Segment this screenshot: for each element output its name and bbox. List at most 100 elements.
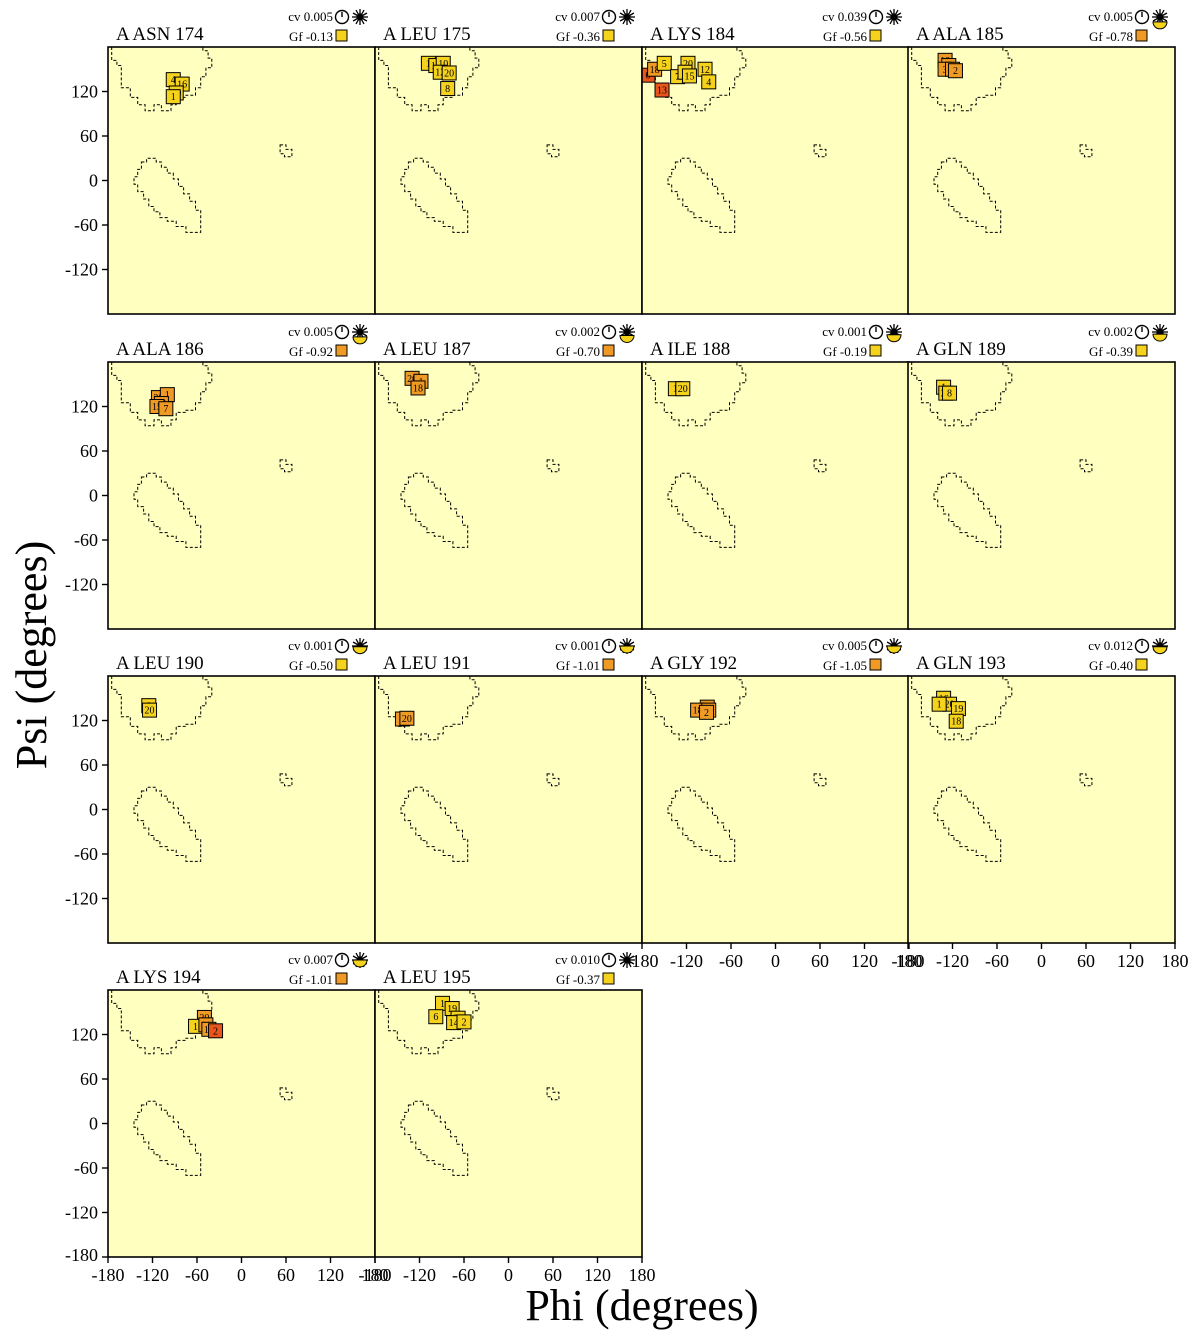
cv-value: cv 0.002 (555, 324, 600, 339)
sun-ray-icon (619, 327, 625, 332)
sun-ray-icon (1162, 17, 1168, 22)
sun-ray-icon (629, 327, 635, 332)
sun-ray-icon (894, 9, 899, 15)
gf-swatch (602, 972, 615, 985)
sun-ray-icon (352, 327, 358, 332)
data-point-label: 20 (402, 714, 412, 725)
sun-ray-icon (1162, 641, 1168, 646)
sun-ray-icon (1160, 638, 1165, 644)
data-point: 6 (428, 1009, 444, 1025)
data-point-marker (399, 710, 415, 726)
sun-ray-icon (355, 19, 360, 25)
panel-title: A LYS 194 (116, 967, 201, 988)
gf-swatch (335, 972, 348, 985)
panel-title: A GLY 192 (650, 653, 737, 674)
x-tick-label: -180 (892, 951, 925, 971)
sun-ray-icon (352, 12, 358, 17)
x-tick-label: 0 (504, 1265, 513, 1285)
gf-swatch (869, 658, 882, 671)
data-point-label: 1 (193, 1022, 198, 1033)
sun-core-icon (623, 956, 631, 964)
sun-core-icon (623, 328, 631, 336)
y-tick-label: -180 (65, 1245, 98, 1265)
gf-swatch (602, 344, 615, 357)
gf-value: Gf -1.05 (823, 658, 867, 673)
sun-core-icon (623, 13, 631, 21)
sun-fill-icon (886, 645, 902, 654)
sun-ray-icon (896, 327, 902, 332)
panel-background (908, 676, 1175, 943)
region-outline (279, 1087, 293, 1101)
sun-ray-icon (619, 12, 625, 17)
sun-ray-icon (1152, 641, 1158, 646)
gf-value: Gf -0.78 (1089, 29, 1133, 44)
data-point: 2 (208, 1023, 224, 1039)
panel-background (908, 47, 1175, 314)
sun-phase-icon (352, 324, 368, 345)
panel-background (642, 362, 909, 629)
sun-ray-icon (1155, 324, 1160, 330)
sun-fill-icon (352, 336, 368, 345)
data-point-label: 2 (213, 1026, 218, 1037)
region-outline (279, 144, 293, 158)
sun-ray-icon (896, 641, 902, 646)
sun-core-icon (890, 13, 898, 21)
region-outline (111, 47, 213, 112)
region-outline (813, 773, 827, 787)
sun-ray-icon (627, 9, 632, 15)
panel-background (642, 676, 909, 943)
panel-background (108, 47, 375, 314)
gf-value: Gf -1.01 (289, 972, 333, 987)
data-point: 20 (675, 381, 691, 397)
sun-ray-icon (1152, 12, 1158, 17)
gf-value: Gf -0.37 (556, 972, 601, 987)
data-point-label: 4 (171, 75, 176, 86)
data-point-label: 18 (693, 706, 703, 717)
allowed-regions (111, 47, 293, 233)
data-point-marker (656, 55, 672, 71)
data-point: 18 (410, 380, 426, 396)
panel-background (108, 676, 375, 943)
data-point: 18 (948, 713, 964, 729)
gf-swatch (1135, 344, 1148, 357)
allowed-regions (111, 676, 293, 862)
gf-swatch (335, 344, 348, 357)
gf-value: Gf -0.70 (556, 344, 600, 359)
sun-ray-icon (619, 17, 625, 22)
sun-ray-icon (889, 19, 894, 25)
sun-fill-icon (1152, 21, 1168, 30)
sun-ray-icon (360, 324, 365, 330)
x-tick-label: 0 (771, 951, 780, 971)
sun-ray-icon (629, 641, 635, 646)
cv-value: cv 0.039 (822, 9, 867, 24)
data-point-label: 13 (657, 86, 667, 97)
sun-ray-icon (1155, 9, 1160, 15)
sun-ray-icon (622, 9, 627, 15)
sun-core-icon (356, 328, 364, 336)
x-tick-label: -120 (136, 1265, 169, 1285)
sun-fill-icon (1152, 646, 1168, 655)
sun-ray-icon (894, 638, 899, 644)
sun-ray-icon (619, 955, 625, 960)
panel-background (375, 362, 642, 629)
data-point-label: 18 (951, 717, 961, 728)
data-point: 2 (456, 1014, 472, 1030)
x-tick-label: 0 (237, 1265, 246, 1285)
data-point-label: 20 (945, 700, 955, 711)
x-tick-label: 120 (584, 1265, 611, 1285)
region-outline (1079, 144, 1093, 158)
sun-ray-icon (1155, 638, 1160, 644)
sun-ray-icon (629, 12, 635, 17)
y-tick-label: 0 (89, 800, 98, 820)
sun-phase-icon (352, 952, 368, 968)
y-tick-label: -60 (74, 1158, 98, 1178)
cv-value: cv 0.001 (822, 324, 867, 339)
data-point-marker (675, 381, 691, 397)
sun-ray-icon (894, 324, 899, 330)
